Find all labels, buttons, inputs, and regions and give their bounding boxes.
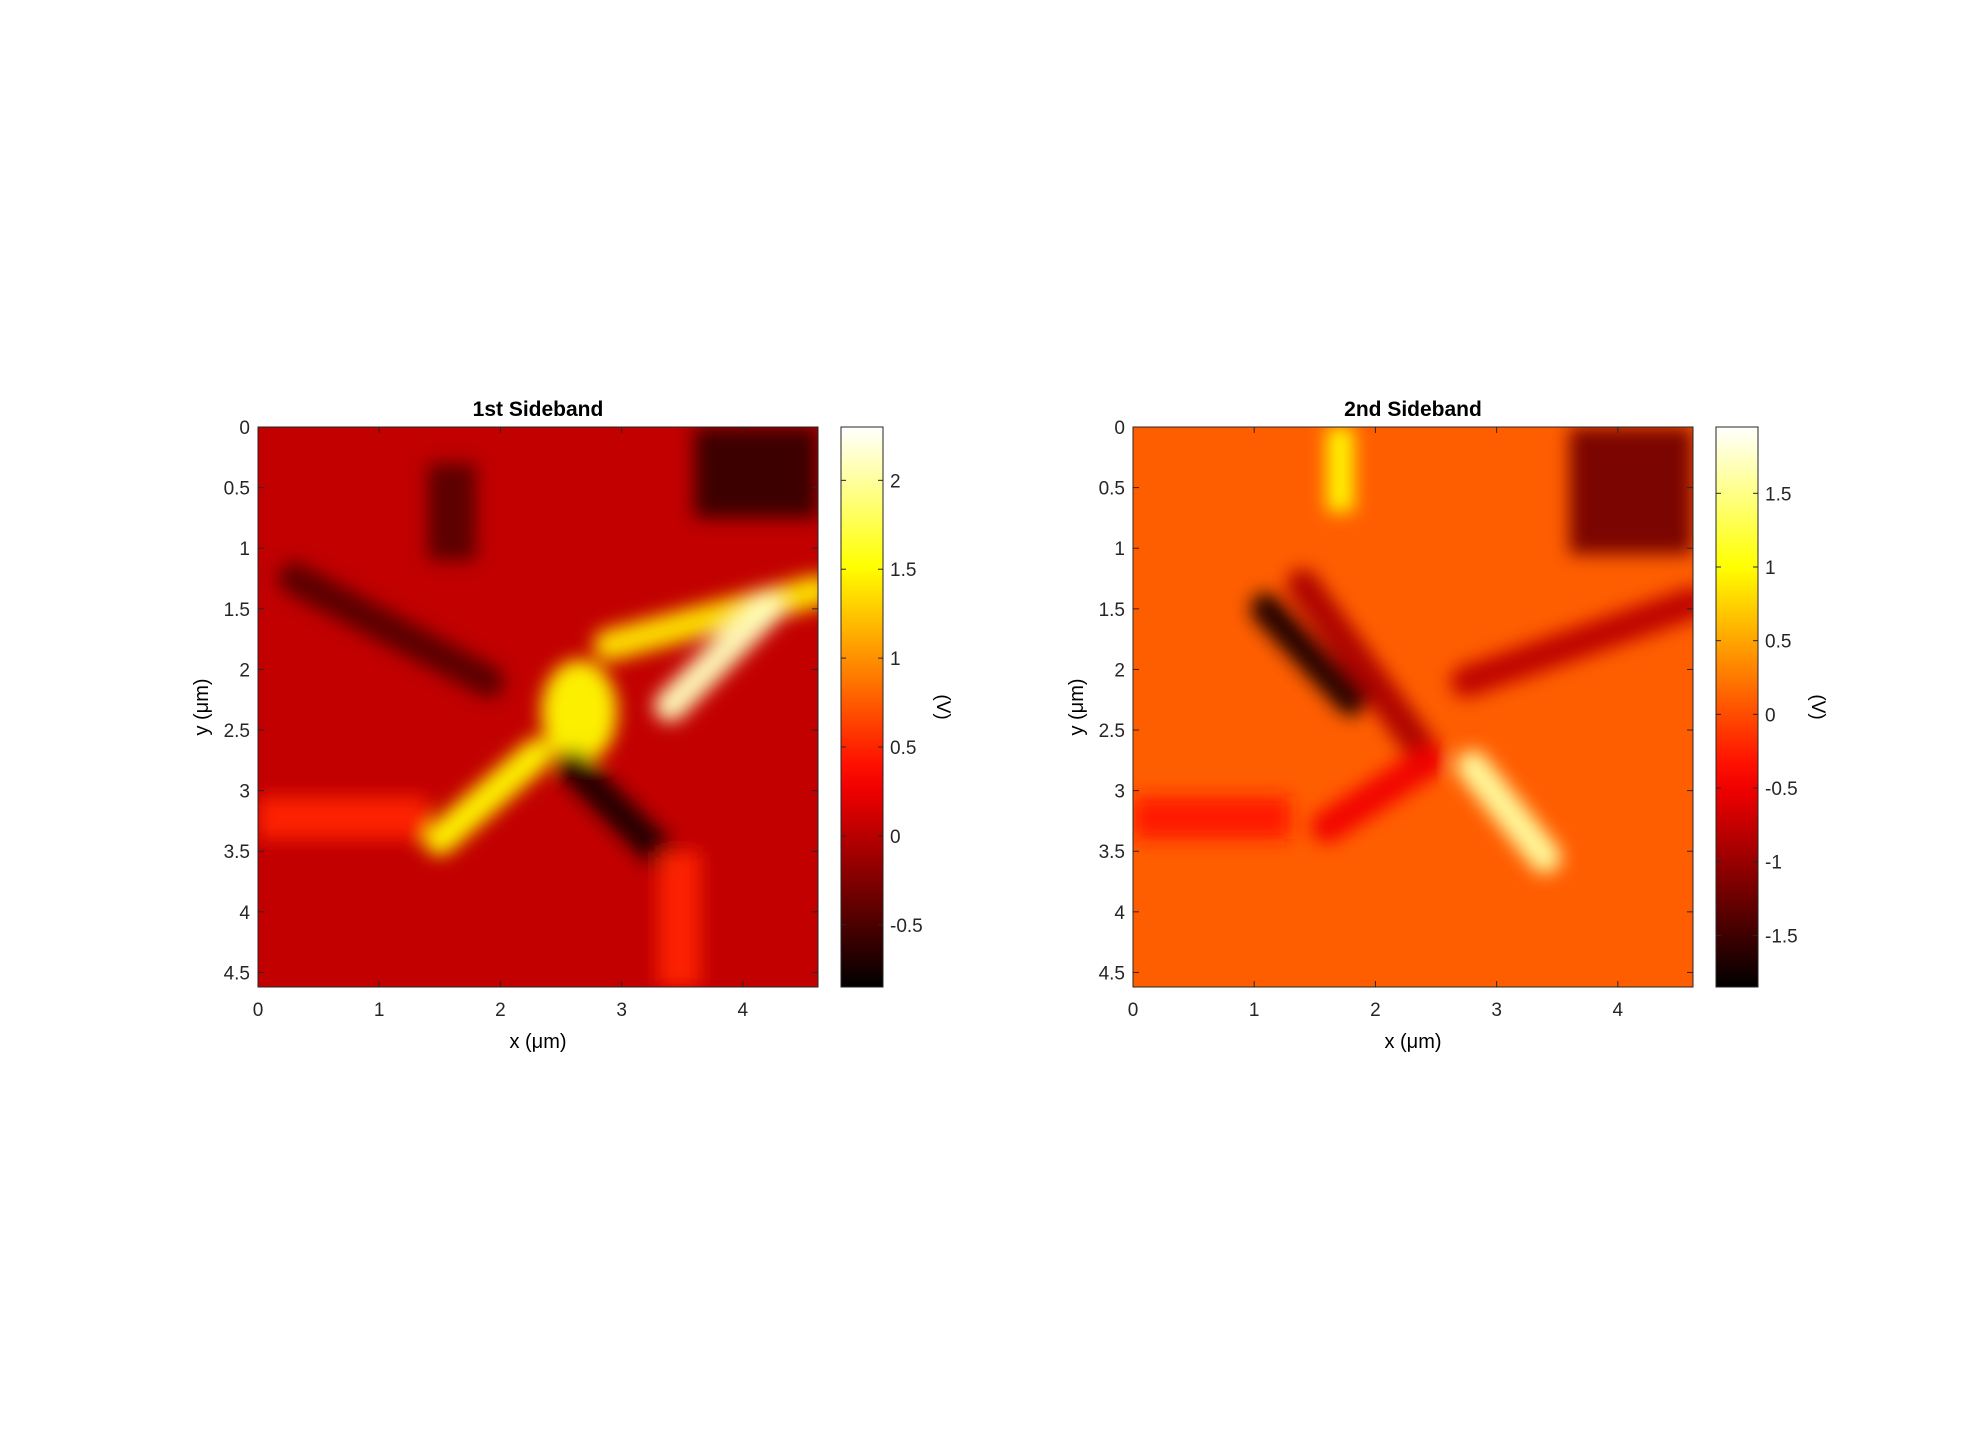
colorbar-tick-label: 2 bbox=[890, 471, 901, 492]
heatmap-feature-dark-upper-stripe bbox=[427, 463, 477, 561]
y-tick-label: 2.5 bbox=[224, 721, 250, 742]
x-tick-label: 3 bbox=[616, 1000, 627, 1021]
x-tick-label: 4 bbox=[738, 1000, 749, 1021]
y-tick-label: 1.5 bbox=[1099, 600, 1125, 621]
x-axis: 0 1 2 3 4 bbox=[1128, 427, 1624, 1021]
axes-frame bbox=[1132, 426, 1694, 988]
x-tick-label: 3 bbox=[1491, 1000, 1502, 1021]
y-tick-label: 0 bbox=[1114, 418, 1125, 439]
x-tick-label: 1 bbox=[374, 1000, 385, 1021]
heatmap-feature-left-horizontal-strip bbox=[1133, 796, 1291, 840]
x-axis: 0 1 2 3 4 bbox=[253, 427, 749, 1021]
y-tick-label: 3 bbox=[1114, 782, 1125, 803]
x-tick-label: 0 bbox=[253, 1000, 264, 1021]
y-tick-label: 3.5 bbox=[224, 842, 250, 863]
heatmap-feature-warm-lower-right-column bbox=[658, 851, 701, 987]
heatmap-background bbox=[258, 427, 818, 987]
heatmap-image bbox=[258, 427, 818, 987]
y-tick-label: 0.5 bbox=[1099, 479, 1125, 500]
heatmap-feature-bright-lower-left-arm bbox=[423, 738, 553, 856]
colorbar bbox=[1715, 426, 1759, 988]
chart-title: 1st Sideband bbox=[473, 398, 604, 421]
y-tick-label: 2 bbox=[1114, 660, 1125, 681]
colorbar-tick-label: 1.5 bbox=[1765, 484, 1791, 505]
heatmap-feature-bright-upper-right-arm bbox=[593, 574, 818, 662]
y-tick-label: 4.5 bbox=[224, 963, 250, 984]
heatmap-feature-bright-lower-center bbox=[1456, 750, 1562, 874]
y-tick-label: 1 bbox=[1114, 539, 1125, 560]
x-axis-label: x (μm) bbox=[1384, 1031, 1441, 1053]
y-axis: 0 0.5 1 1.5 2 2.5 3 3.5 4 4.5 bbox=[224, 418, 818, 984]
colorbar-ticks: -0.5 0 0.5 1 1.5 2 bbox=[841, 471, 923, 937]
y-tick-label: 4 bbox=[1114, 903, 1125, 924]
colorbar-tick-label: 0 bbox=[1765, 705, 1776, 726]
x-tick-label: 2 bbox=[495, 1000, 506, 1021]
colorbar-tick-label: 1 bbox=[1765, 558, 1776, 579]
colorbar-ticks: -1.5 -1 -0.5 0 0.5 1 1.5 bbox=[1716, 484, 1798, 947]
y-tick-label: 2.5 bbox=[1099, 721, 1125, 742]
y-axis-label: y (μm) bbox=[191, 678, 213, 735]
heatmap-feature-bright-center bbox=[541, 659, 618, 764]
heatmap-image bbox=[1133, 427, 1693, 987]
x-tick-label: 0 bbox=[1128, 1000, 1139, 1021]
colorbar-tick-label: 0 bbox=[890, 827, 901, 848]
y-tick-label: 3.5 bbox=[1099, 842, 1125, 863]
colorbar-label: (V) bbox=[932, 694, 953, 719]
x-tick-label: 2 bbox=[1370, 1000, 1381, 1021]
heatmap-feature-dark-arc-lower bbox=[1310, 744, 1446, 843]
heatmap-feature-dark-upper-right-arm bbox=[1450, 586, 1693, 698]
x-tick-label: 4 bbox=[1613, 1000, 1624, 1021]
colorbar-tick-label: 1.5 bbox=[890, 560, 916, 581]
x-axis-label: x (μm) bbox=[509, 1031, 566, 1053]
y-tick-label: 1 bbox=[239, 539, 250, 560]
heatmap-feature-dark-crack bbox=[557, 750, 681, 874]
y-tick-label: 0.5 bbox=[224, 479, 250, 500]
colorbar-tick-label: 0.5 bbox=[1765, 632, 1791, 653]
y-tick-label: 3 bbox=[239, 782, 250, 803]
colorbar-label: (V) bbox=[1807, 694, 1828, 719]
y-tick-label: 2 bbox=[239, 660, 250, 681]
heatmap-feature-dark-diagonal-streak bbox=[1250, 592, 1368, 716]
colorbar-tick-label: -0.5 bbox=[890, 916, 923, 937]
y-tick-label: 4.5 bbox=[1099, 963, 1125, 984]
y-tick-label: 4 bbox=[239, 903, 250, 924]
colorbar-tick-label: -1.5 bbox=[1765, 926, 1798, 947]
heatmap-feature-dark-arc bbox=[1286, 568, 1446, 777]
colorbar-tick-label: 1 bbox=[890, 649, 901, 670]
colorbar-tick-label: -0.5 bbox=[1765, 779, 1798, 800]
heatmap-feature-dark-upper-left-arm bbox=[278, 562, 505, 698]
heatmap-feature-dark-top-right-block bbox=[1569, 427, 1693, 555]
y-axis: 0 0.5 1 1.5 2 2.5 3 3.5 4 4.5 bbox=[1099, 418, 1693, 984]
chart-title: 2nd Sideband bbox=[1344, 398, 1482, 421]
colorbar-tick-label: 0.5 bbox=[890, 738, 916, 759]
heatmap-feature-dark-top-right-block bbox=[694, 427, 818, 518]
y-axis-label: y (μm) bbox=[1066, 678, 1088, 735]
colorbar bbox=[840, 426, 884, 988]
x-tick-label: 1 bbox=[1249, 1000, 1260, 1021]
heatmap-feature-bright-diagonal-streak bbox=[654, 592, 784, 722]
heatmap-feature-warm-left-horizontal-strip bbox=[258, 796, 428, 840]
y-tick-label: 1.5 bbox=[224, 600, 250, 621]
axes-frame bbox=[257, 426, 819, 988]
heatmap-feature-bright-top-stripe bbox=[1326, 427, 1354, 512]
colorbar-tick-label: -1 bbox=[1765, 853, 1782, 874]
y-tick-label: 0 bbox=[239, 418, 250, 439]
